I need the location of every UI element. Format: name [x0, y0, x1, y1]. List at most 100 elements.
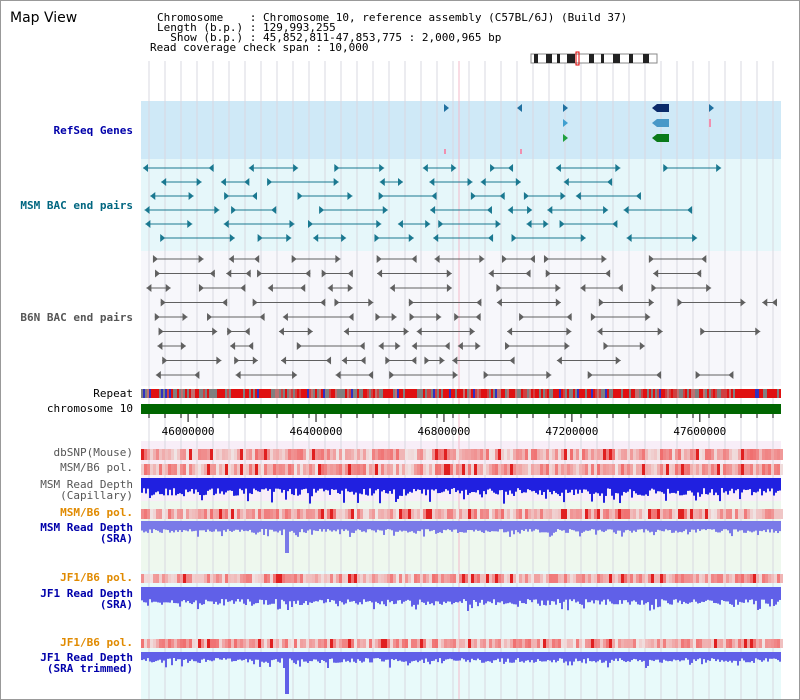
- track-label-b6n-bac[interactable]: B6N BAC end pairs: [20, 311, 133, 324]
- msm-pol-sra-cell: [279, 509, 282, 519]
- jf1-pol-cell: [192, 574, 195, 583]
- jf1-sra-depth-bar: [613, 587, 615, 605]
- jf1-trim-depth-bar: [543, 652, 545, 662]
- msm-pol-sra-cell: [252, 509, 255, 519]
- jf1-sra-depth-bar: [515, 587, 517, 605]
- jf1-sra-depth-bar: [497, 587, 499, 603]
- msm-pol-sra-cell: [255, 509, 258, 519]
- jf1-pol-trim-cell: [396, 639, 399, 648]
- jf1-pol-trim-cell: [306, 639, 309, 648]
- jf1-sra-depth-bar: [393, 587, 395, 605]
- jf1-pol-cell: [309, 574, 312, 583]
- jf1-trim-depth-bar: [613, 652, 615, 661]
- jf1-sra-depth-bar: [303, 587, 305, 604]
- msm-capillary-depth-bar: [265, 478, 267, 489]
- repeat-segment: [657, 389, 659, 398]
- msm-pol-cell: [705, 464, 708, 475]
- msm-pol-sra-cell: [369, 509, 372, 519]
- msm-pol-sra-cell: [471, 509, 474, 519]
- jf1-trim-depth-bar: [423, 652, 425, 663]
- jf1-pol-trim-cell: [720, 639, 723, 648]
- msm-capillary-depth-bar: [253, 478, 255, 489]
- jf1-pol-cell: [549, 574, 552, 583]
- msm-pol-cell: [780, 464, 783, 475]
- b6n-bac-pair-end: [389, 284, 395, 292]
- jf1-pol-cell: [579, 574, 582, 583]
- msm-bac-pair-end: [612, 220, 618, 228]
- track-label-refseq-genes[interactable]: RefSeq Genes: [53, 124, 133, 137]
- jf1-sra-depth-bar: [453, 587, 455, 604]
- msm-sra-depth-bar: [743, 521, 745, 533]
- dbsnp-cell: [663, 449, 666, 460]
- dbsnp-cell: [471, 449, 474, 460]
- jf1-pol-cell: [555, 574, 558, 583]
- msm-capillary-depth-bar: [197, 478, 199, 493]
- msm-capillary-depth-bar: [171, 478, 173, 496]
- msm-pol-sra-cell: [663, 509, 666, 519]
- jf1-pol-cell: [162, 574, 165, 583]
- msm-pol-cell: [228, 464, 231, 475]
- msm-capillary-depth-bar: [203, 478, 205, 496]
- msm-capillary-depth-bar: [443, 478, 445, 492]
- msm-capillary-depth-bar: [575, 478, 577, 490]
- msm-capillary-depth-bar: [607, 478, 609, 489]
- jf1-sra-depth-bar: [769, 587, 771, 607]
- msm-pol-sra-cell: [306, 509, 309, 519]
- msm-sra-depth-bar: [191, 521, 193, 532]
- jf1-pol-trim-cell: [180, 639, 183, 648]
- jf1-pol-trim-cell: [474, 639, 477, 648]
- repeat-segment: [575, 389, 577, 398]
- msm-pol-sra-cell: [519, 509, 522, 519]
- jf1-sra-depth-bar: [291, 587, 293, 608]
- msm-sra-depth-bar: [155, 521, 157, 531]
- msm-pol-sra-cell: [717, 509, 720, 519]
- msm-capillary-depth-bar: [247, 478, 249, 502]
- msm-bac-pair-end: [431, 192, 437, 200]
- jf1-trim-depth-bar: [451, 652, 453, 660]
- jf1-sra-depth-bar: [329, 587, 331, 603]
- jf1-sra-depth-bar: [353, 587, 355, 601]
- repeat-segment: [493, 389, 495, 398]
- jf1-sra-depth-bar: [511, 587, 513, 604]
- msm-sra-depth-bar: [641, 521, 643, 530]
- jf1-pol-trim-cell: [414, 639, 417, 648]
- msm-sra-depth-bar: [665, 521, 667, 530]
- msm-pol-cell: [282, 464, 285, 475]
- repeat-segment: [423, 389, 425, 398]
- repeat-segment: [685, 389, 687, 398]
- jf1-trim-depth-bar: [539, 652, 541, 661]
- msm-pol-sra-cell: [606, 509, 609, 519]
- repeat-segment: [287, 389, 289, 398]
- msm-pol-sra-cell: [642, 509, 645, 519]
- msm-capillary-depth-bar: [449, 478, 451, 495]
- msm-sra-depth-bar: [429, 521, 431, 532]
- jf1-sra-depth-bar: [575, 587, 577, 603]
- msm-pol-sra-cell: [588, 509, 591, 519]
- jf1-pol-cell: [723, 574, 726, 583]
- track-label-msm-bac[interactable]: MSM BAC end pairs: [20, 199, 133, 212]
- repeat-segment: [163, 389, 165, 398]
- jf1-trim-depth-bar: [687, 652, 689, 660]
- b6n-bac-pair-end: [146, 284, 152, 292]
- b6n-bac-pair-end: [452, 356, 458, 365]
- dbsnp-cell: [231, 449, 234, 460]
- jf1-trim-depth-bar: [475, 652, 477, 661]
- msm-bac-pair-end: [470, 192, 476, 200]
- jf1-trim-depth-bar: [317, 652, 319, 662]
- msm-capillary-depth-bar: [697, 478, 699, 493]
- jf1-pol-trim-cell: [570, 639, 573, 648]
- jf1-pol-trim-cell: [699, 639, 702, 648]
- msm-capillary-depth-bar: [263, 478, 265, 490]
- b6n-bac-pair-end: [245, 269, 251, 278]
- jf1-pol-trim-cell: [240, 639, 243, 648]
- jf1-trim-depth-bar: [179, 652, 181, 660]
- dbsnp-cell: [273, 449, 276, 460]
- dbsnp-cell: [339, 449, 342, 460]
- repeat-segment: [291, 389, 293, 398]
- dbsnp-cell: [417, 449, 420, 460]
- jf1-sra-depth-bar: [355, 587, 357, 604]
- jf1-trim-depth-bar: [779, 652, 781, 662]
- dbsnp-cell: [237, 449, 240, 460]
- msm-pol-cell: [441, 464, 444, 475]
